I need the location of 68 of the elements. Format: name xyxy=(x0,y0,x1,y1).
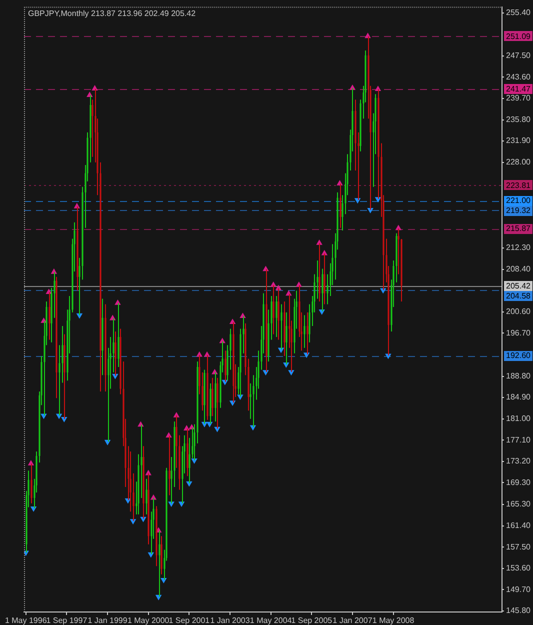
point xyxy=(112,374,118,379)
y-tick-label: 200.60 xyxy=(506,307,532,316)
y-tick-label: 157.50 xyxy=(506,542,532,552)
candlestick xyxy=(216,377,218,430)
candlestick xyxy=(168,435,170,496)
candlestick xyxy=(158,530,160,598)
candlestick xyxy=(272,284,274,335)
candlestick xyxy=(114,331,116,376)
y-tick-label: 173.20 xyxy=(506,456,532,466)
y-tick-label: 239.70 xyxy=(506,94,532,103)
y-tick-label: 188.80 xyxy=(506,371,532,380)
y-tick-label: 161.40 xyxy=(506,520,532,530)
candlestick xyxy=(286,312,288,365)
x-tick-label: 1 Jan 2003 xyxy=(210,616,250,625)
ref-line-label: 223.81 xyxy=(506,180,532,190)
y-tick-label: 255.40 xyxy=(506,8,532,18)
y-tick-label: 184.90 xyxy=(506,392,532,402)
candlestick xyxy=(30,463,32,504)
point xyxy=(186,481,192,486)
candlestick xyxy=(276,296,278,338)
x-tick-label: 1 May 2004 xyxy=(250,616,292,625)
y-tick-label: 145.80 xyxy=(506,606,532,616)
candlestick xyxy=(224,350,226,382)
y-tick-label: 149.70 xyxy=(506,584,532,594)
candlestick xyxy=(280,304,282,350)
ref-line-label: 241.47 xyxy=(506,84,532,94)
y-tick-label: 212.30 xyxy=(506,243,532,252)
candlestick xyxy=(212,377,214,417)
ref-line-label: 219.32 xyxy=(506,206,532,216)
ref-line-label: 192.60 xyxy=(506,351,532,360)
x-tick-label: 1 May 2008 xyxy=(372,616,415,625)
y-tick-label: 153.60 xyxy=(506,564,532,573)
y-tick-label: 165.30 xyxy=(506,500,532,509)
ref-line-label: 205.42 xyxy=(506,281,532,290)
y-tick-label: 196.70 xyxy=(506,328,532,338)
candlestick xyxy=(322,268,324,312)
candlestick xyxy=(48,292,50,340)
x-tick-label: 1 Sep 2001 xyxy=(168,616,210,625)
x-tick-label: 1 Sep 2005 xyxy=(291,616,333,625)
y-tick-label: 208.40 xyxy=(506,264,532,274)
x-tick-label: 1 Jan 2007 xyxy=(332,616,373,625)
candlestick xyxy=(340,183,342,228)
ref-line-label: 221.00 xyxy=(506,196,532,206)
x-tick-label: 1 May 1996 xyxy=(4,616,48,625)
y-tick-label: 177.10 xyxy=(506,435,532,444)
ref-line-label: 251.09 xyxy=(506,32,532,42)
chart-title: GBPJPY,Monthly 213.87 213.96 202.49 205.42 xyxy=(28,9,196,18)
point xyxy=(202,422,208,427)
candlestick xyxy=(304,314,306,348)
y-tick-label: 235.80 xyxy=(506,114,532,124)
y-tick-label: 228.00 xyxy=(506,158,532,167)
candlestick xyxy=(306,312,308,355)
y-tick-label: 169.30 xyxy=(506,478,532,487)
candlestick xyxy=(318,242,320,302)
ref-line-label: 204.58 xyxy=(506,291,532,300)
candlestick xyxy=(324,252,326,305)
point xyxy=(368,208,374,213)
ref-line-label: 215.87 xyxy=(506,224,532,234)
x-tick-label: 1 Jan 1999 xyxy=(88,616,128,625)
candlestick xyxy=(118,302,120,368)
y-tick-label: 181.00 xyxy=(506,414,532,424)
y-tick-label: 231.90 xyxy=(506,136,532,146)
x-tick-label: 1 Sep 1997 xyxy=(46,616,88,625)
y-tick-label: 247.50 xyxy=(506,51,532,60)
candlestick xyxy=(278,288,280,340)
y-tick-label: 243.60 xyxy=(506,72,532,82)
candlestick xyxy=(146,478,148,515)
x-tick-label: 1 May 2000 xyxy=(127,616,170,625)
